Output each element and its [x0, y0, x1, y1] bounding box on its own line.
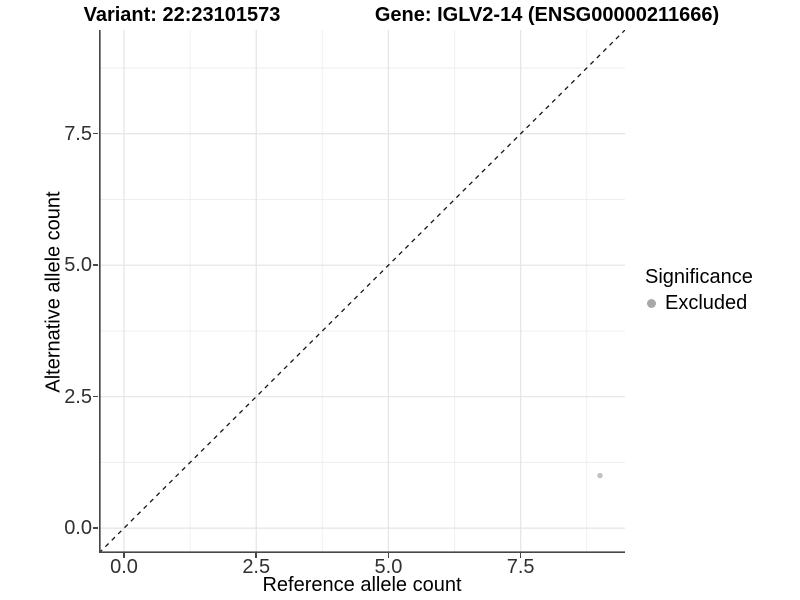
legend-item-label: Excluded: [665, 292, 748, 314]
x-tick-label: 5.0: [374, 556, 403, 578]
x-tick-label: 2.5: [242, 556, 271, 578]
legend-point-icon: [647, 299, 656, 308]
y-tick-mark: [93, 132, 98, 135]
gene-title: Gene: IGLV2-14 (ENSG00000211666): [374, 4, 720, 26]
y-tick-mark: [93, 527, 98, 529]
x-tick-label: 0.0: [110, 556, 138, 578]
x-tick-label: 7.5: [506, 556, 535, 578]
y-tick-label: 0.0: [64, 517, 92, 540]
identity-line: [99, 30, 625, 553]
legend-item: Excluded: [645, 292, 753, 315]
legend-title: Significance: [645, 266, 753, 288]
variant-title: Variant: 22:23101573: [83, 4, 281, 26]
y-tick-label: 7.5: [64, 122, 92, 145]
plot-panel: [99, 30, 625, 553]
plot-area: [99, 30, 625, 553]
y-tick-mark: [93, 264, 98, 266]
y-axis-label: Alternative allele count: [42, 191, 65, 393]
x-tick-mark: [123, 553, 125, 558]
legend: Significance Excluded: [645, 266, 753, 315]
y-tick-label: 5.0: [64, 254, 92, 277]
data-point: [597, 472, 603, 479]
y-tick-mark: [93, 395, 98, 398]
x-tick-mark: [519, 553, 522, 558]
x-tick-mark: [387, 553, 390, 558]
x-axis-label: Reference allele count: [262, 574, 462, 596]
legend-items: Excluded: [645, 292, 753, 315]
y-tick-label: 2.5: [64, 385, 92, 408]
x-tick-mark: [255, 553, 257, 558]
